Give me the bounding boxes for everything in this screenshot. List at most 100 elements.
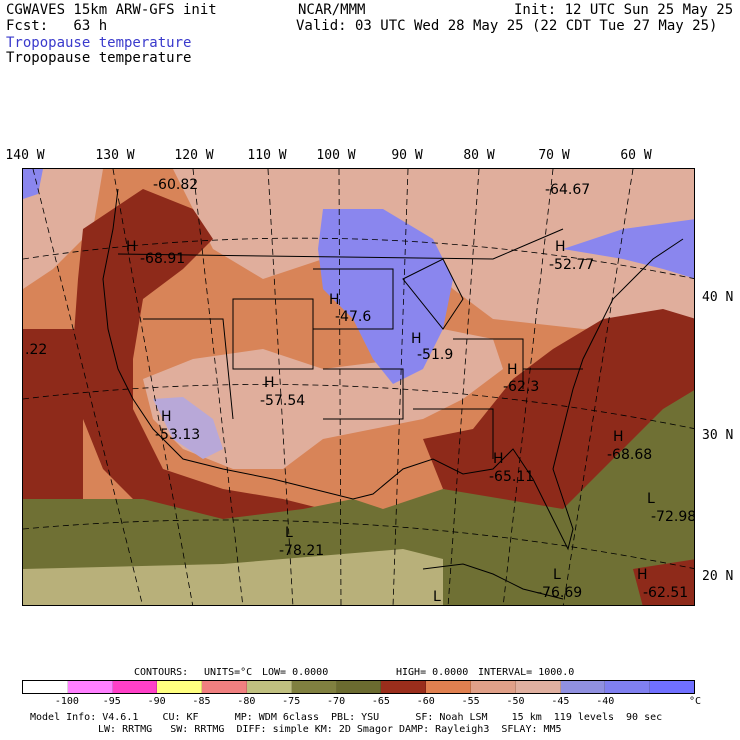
map-center-marker: H	[264, 375, 275, 391]
legend-tick-label: -100	[54, 696, 79, 707]
organization: NCAR/MMM	[298, 2, 366, 18]
model-info-line-2: LW: RRTMG SW: RRTMG DIFF: simple KM: 2D …	[98, 724, 562, 735]
map-center-marker: H	[126, 239, 137, 255]
lat-label: 40 N	[702, 290, 734, 305]
legend-swatch	[381, 681, 427, 693]
legend-swatch	[515, 681, 561, 693]
legend-tick-label: -80	[237, 696, 256, 707]
legend-tick-label: -95	[102, 696, 121, 707]
legend-tick-label: -85	[192, 696, 211, 707]
map-center-marker: H	[613, 429, 624, 445]
contours-interval: INTERVAL= 1000.0	[478, 667, 575, 678]
map-canvas: -60.82 -64.67 H -68.91 H -52.77 H -47.6 …	[23, 169, 695, 605]
map-value-label: -60.82	[153, 177, 198, 193]
legend-tick-label: -45	[551, 696, 570, 707]
legend-swatch	[202, 681, 247, 693]
map-value-label: .22	[25, 342, 47, 358]
legend-tick-label: -55	[461, 696, 480, 707]
map-value-label: -68.91	[140, 251, 185, 267]
lon-label: 90 W	[391, 148, 423, 163]
map-center-marker: H	[493, 451, 504, 467]
map-value-label: -62.51	[643, 585, 688, 601]
legend-swatch	[246, 681, 292, 693]
init-time: Init: 12 UTC Sun 25 May 25	[514, 2, 734, 18]
field-blue-corner	[23, 169, 43, 199]
model-info-line-1: Model Info: V4.6.1 CU: KF MP: WDM 6class…	[30, 712, 663, 723]
lon-label: 130 W	[95, 148, 135, 163]
map-value-label: -51.9	[417, 347, 453, 363]
field-blue-central	[318, 209, 453, 384]
map-value-label: -65.11	[489, 469, 534, 485]
legend-tick-label: -70	[327, 696, 346, 707]
field-light-northwest	[23, 169, 103, 289]
legend-tick-label: -90	[147, 696, 166, 707]
legend-swatch	[112, 681, 158, 693]
legend-swatch	[605, 681, 651, 693]
legend-swatch	[560, 681, 606, 693]
lon-label: 120 W	[174, 148, 214, 163]
legend-swatch	[650, 681, 694, 693]
map-center-marker: H	[329, 292, 340, 308]
field-lavender-southwest	[153, 397, 223, 459]
contours-low: LOW= 0.0000	[262, 667, 329, 678]
field-tan-south	[23, 549, 443, 605]
map-value-label: -68.68	[607, 447, 652, 463]
map-value-label: -47.6	[335, 309, 371, 325]
lat-label: 30 N	[702, 428, 734, 443]
map-center-marker: H	[637, 567, 648, 583]
lon-label: 80 W	[463, 148, 495, 163]
field-darkred-caribbean	[633, 559, 694, 605]
graticule	[23, 169, 694, 605]
field-blue-northeast	[563, 219, 694, 279]
boundaries	[102, 188, 684, 600]
contours-high: HIGH= 0.0000	[396, 667, 469, 678]
map-value-label: -53.13	[155, 427, 200, 443]
map-center-marker: L	[647, 491, 655, 507]
map-panel: -60.82 -64.67 H -68.91 H -52.77 H -47.6 …	[22, 168, 695, 606]
lon-label: 140 W	[5, 148, 45, 163]
legend-swatch	[157, 681, 203, 693]
map-value-label: -76.69	[537, 585, 582, 601]
legend-swatch	[23, 681, 68, 693]
contours-label: CONTOURS:	[134, 667, 189, 678]
legend-tick-label: °C	[688, 696, 702, 707]
map-value-label: -52.77	[549, 257, 594, 273]
map-center-marker: H	[161, 409, 172, 425]
color-legend	[22, 680, 695, 694]
map-center-marker: L	[285, 525, 293, 541]
field-title-primary: Tropopause temperature	[6, 35, 192, 51]
legend-swatch	[67, 681, 113, 693]
legend-tick-label: -40	[596, 696, 615, 707]
lon-label: 60 W	[620, 148, 652, 163]
contours-units: UNITS=°C	[204, 667, 253, 678]
valid-time: Valid: 03 UTC Wed 28 May 25 (22 CDT Tue …	[296, 18, 718, 34]
field-darkred-west	[73, 189, 323, 529]
map-center-marker: L	[553, 567, 561, 583]
map-center-marker: L	[433, 589, 441, 605]
legend-tick-label: -75	[282, 696, 301, 707]
legend-tick-label: -50	[506, 696, 525, 707]
lon-label: 100 W	[316, 148, 356, 163]
legend-swatch	[336, 681, 382, 693]
map-value-label: -62.3	[503, 379, 539, 395]
legend-tick-label: -60	[416, 696, 435, 707]
map-center-marker: H	[411, 331, 422, 347]
lat-label: 20 N	[702, 569, 734, 584]
lon-label: 70 W	[538, 148, 570, 163]
legend-swatch	[426, 681, 471, 693]
map-value-label: -57.54	[260, 393, 305, 409]
forecast-hour: Fcst: 63 h	[6, 18, 108, 34]
field-olive-south	[23, 390, 694, 605]
legend-swatch	[470, 681, 516, 693]
map-value-label: -72.98	[651, 509, 695, 525]
model-title: CGWAVES 15km ARW-GFS init	[6, 2, 217, 18]
map-value-label: -64.67	[545, 182, 590, 198]
map-center-marker: H	[507, 362, 518, 378]
field-darkred-offshore	[23, 329, 83, 509]
legend-swatch	[291, 681, 337, 693]
legend-tick-label: -65	[371, 696, 390, 707]
map-value-label: -78.21	[279, 543, 324, 559]
map-center-marker: H	[555, 239, 566, 255]
field-title-secondary: Tropopause temperature	[6, 50, 192, 66]
lon-label: 110 W	[247, 148, 287, 163]
